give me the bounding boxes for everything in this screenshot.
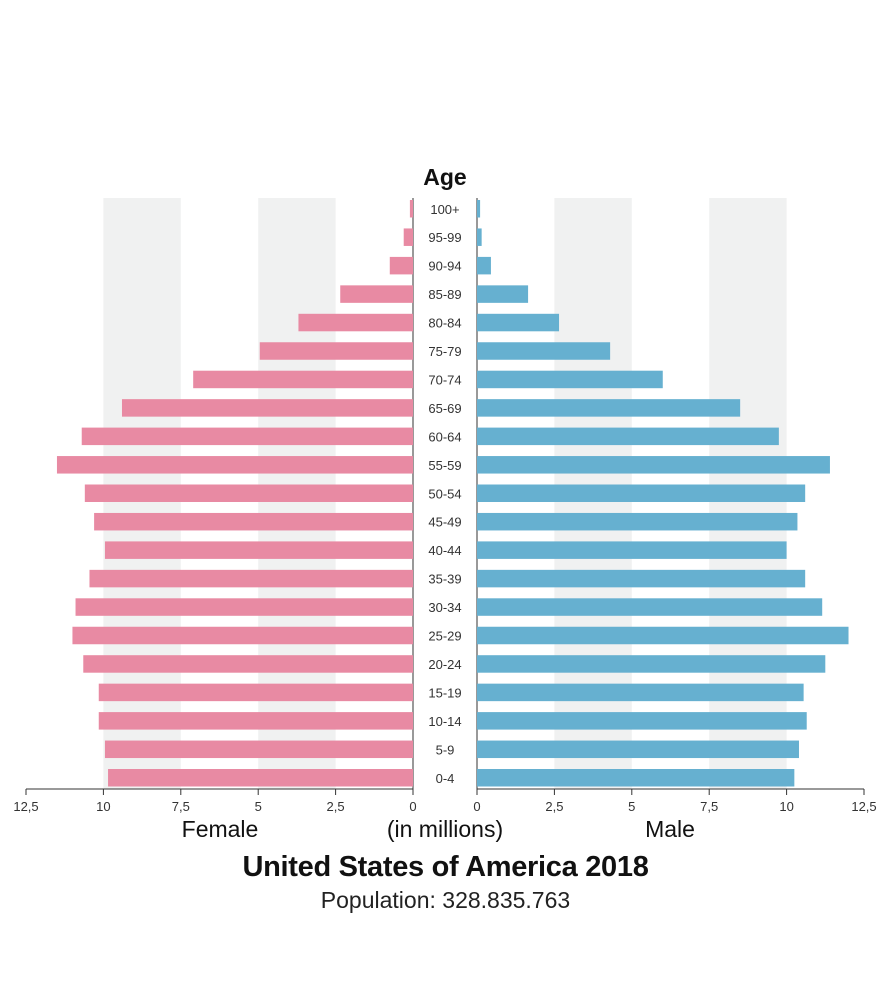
x-tick-label-female: 10 xyxy=(96,799,110,814)
female-bar xyxy=(104,740,413,759)
male-bar xyxy=(477,626,849,645)
male-bar xyxy=(477,569,806,588)
female-bar xyxy=(108,769,413,787)
female-bar xyxy=(403,228,413,246)
male-bar xyxy=(477,683,804,702)
age-group-label: 30-34 xyxy=(428,600,461,615)
age-group-label: 5-9 xyxy=(436,742,455,757)
age-group-label: 80-84 xyxy=(428,316,461,331)
chart-title: United States of America 2018 xyxy=(242,851,649,883)
x-tick-label-female: 2,5 xyxy=(327,799,345,814)
male-bar xyxy=(477,484,806,502)
female-bar xyxy=(98,683,414,702)
age-group-label: 95-99 xyxy=(428,230,461,245)
male-bar xyxy=(477,399,741,417)
male-bar xyxy=(477,370,663,389)
age-group-label: 60-64 xyxy=(428,429,461,444)
male-bar xyxy=(477,769,795,787)
age-group-label: 90-94 xyxy=(428,259,461,274)
male-bar xyxy=(477,313,560,332)
age-group-label: 85-89 xyxy=(428,287,461,302)
male-bar xyxy=(477,285,529,303)
unit-label: (in millions) xyxy=(387,816,503,842)
x-tick-label-male: 5 xyxy=(628,799,635,814)
age-group-label: 15-19 xyxy=(428,685,461,700)
age-group-label: 45-49 xyxy=(428,515,461,530)
female-bar xyxy=(75,598,413,616)
age-group-label: 35-39 xyxy=(428,572,461,587)
age-group-label: 100+ xyxy=(430,202,459,217)
female-bar xyxy=(56,456,414,474)
age-group-label: 50-54 xyxy=(428,486,461,501)
male-bar xyxy=(477,655,826,673)
female-bar xyxy=(340,285,413,303)
x-tick-label-female: 5 xyxy=(255,799,262,814)
female-label: Female xyxy=(182,816,259,842)
female-bar xyxy=(98,712,414,730)
male-bar xyxy=(477,256,491,275)
age-group-label: 75-79 xyxy=(428,344,461,359)
age-group-label: 20-24 xyxy=(428,657,461,672)
x-tick-label-male: 7,5 xyxy=(700,799,718,814)
female-bar xyxy=(121,399,413,417)
male-bar xyxy=(477,200,481,218)
male-bar xyxy=(477,512,798,531)
x-tick-label-female: 0 xyxy=(409,799,416,814)
x-tick-label-female: 7,5 xyxy=(172,799,190,814)
x-tick-label-male: 10 xyxy=(779,799,793,814)
chart-subtitle: Population: 328.835.763 xyxy=(320,887,571,913)
female-bar xyxy=(83,655,413,673)
male-bar xyxy=(477,456,830,474)
female-bar xyxy=(104,541,413,559)
male-bar xyxy=(477,427,779,446)
female-bar xyxy=(84,484,413,502)
age-group-label: 65-69 xyxy=(428,401,461,416)
female-bar xyxy=(94,512,413,531)
age-group-label: 70-74 xyxy=(428,372,461,387)
age-group-label: 10-14 xyxy=(428,714,461,729)
female-bar xyxy=(409,200,413,218)
x-tick-label-female: 12,5 xyxy=(13,799,38,814)
female-bar xyxy=(72,626,413,645)
female-bar xyxy=(89,569,413,588)
x-tick-label-male: 12,5 xyxy=(851,799,876,814)
male-bar xyxy=(477,228,482,246)
female-bar xyxy=(193,370,413,389)
age-group-label: 25-29 xyxy=(428,629,461,644)
age-group-label: 0-4 xyxy=(436,771,455,786)
age-axis-heading: Age xyxy=(423,164,466,190)
male-bar xyxy=(477,541,787,559)
female-bar xyxy=(298,313,413,332)
age-group-label: 55-59 xyxy=(428,458,461,473)
female-bar xyxy=(81,427,413,446)
age-group-label: 40-44 xyxy=(428,543,461,558)
female-bar xyxy=(259,342,413,360)
male-label: Male xyxy=(645,816,695,842)
female-bar xyxy=(389,256,413,275)
x-tick-label-male: 2,5 xyxy=(545,799,563,814)
male-bar xyxy=(477,740,799,759)
male-bar xyxy=(477,342,611,360)
male-bar xyxy=(477,598,823,616)
x-tick-label-male: 0 xyxy=(473,799,480,814)
male-bar xyxy=(477,712,807,730)
